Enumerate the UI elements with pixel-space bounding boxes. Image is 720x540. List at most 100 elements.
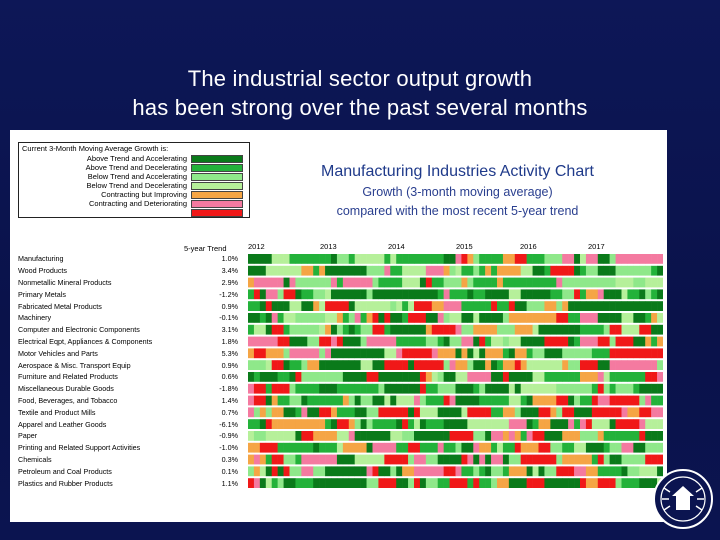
- heatmap-cell: [568, 360, 575, 370]
- heatmap-cell: [408, 336, 415, 347]
- heatmap-cell: [319, 372, 326, 382]
- heatmap-cell: [348, 265, 356, 276]
- industry-row: Manufacturing 1.0%: [18, 253, 238, 265]
- heatmap-cell: [271, 348, 278, 359]
- heatmap-cell: [580, 407, 587, 418]
- heatmap-cell: [253, 442, 261, 453]
- heatmap-cell: [414, 431, 421, 441]
- heatmap-cell: [283, 254, 290, 264]
- heatmap-cell: [550, 301, 557, 311]
- heatmap-cell: [461, 466, 468, 477]
- heatmap-cell: [455, 395, 462, 406]
- heatmap-cell: [603, 324, 610, 335]
- heatmap-cell: [425, 265, 433, 276]
- industry-row: Paper -0.9%: [18, 430, 238, 442]
- year-tick-label: 2014: [388, 242, 405, 251]
- heatmap-cell: [526, 478, 533, 488]
- heatmap-cell: [651, 313, 658, 323]
- heatmap-cell: [277, 254, 284, 264]
- heatmap-cell: [248, 301, 255, 311]
- heatmap-cell: [354, 265, 361, 276]
- heatmap-cell: [319, 431, 326, 441]
- heatmap-cell: [307, 265, 314, 276]
- legend-item: Below Trend and Decelerating: [19, 181, 249, 190]
- heatmap-cell: [514, 301, 522, 311]
- heatmap-cell: [419, 277, 427, 288]
- heatmap-cell: [461, 348, 468, 359]
- heatmap-cell: [615, 360, 622, 370]
- heatmap-cell: [651, 442, 658, 453]
- heatmap-cell: [419, 395, 427, 406]
- heatmap-cell: [443, 407, 450, 418]
- heatmap-cell: [514, 395, 522, 406]
- heatmap-cell: [354, 407, 361, 418]
- heatmap-cell: [354, 324, 361, 335]
- heatmap-cell: [248, 431, 255, 441]
- heatmap-cell: [550, 431, 557, 441]
- heatmap-cell: [390, 454, 397, 465]
- heatmap-cell: [621, 431, 628, 441]
- heatmap-cell: [580, 324, 587, 335]
- heatmap-cell: [437, 301, 444, 311]
- heatmap-cell: [437, 324, 444, 335]
- heatmap-cell: [514, 454, 522, 465]
- heatmap-cell: [544, 265, 551, 276]
- heatmap-cell: [289, 383, 296, 394]
- heatmap-cell: [443, 313, 450, 323]
- heatmap-cell: [449, 478, 456, 488]
- heatmap-cell: [508, 277, 516, 288]
- heatmap-cell: [651, 301, 658, 311]
- heatmap-cell: [497, 348, 504, 359]
- heatmap-cell: [562, 301, 569, 311]
- heatmap-cell: [627, 324, 634, 335]
- heatmap-cell: [301, 431, 308, 441]
- heatmap-cell: [319, 442, 326, 453]
- heatmap-cell: [295, 324, 302, 335]
- heatmap-cell: [271, 336, 278, 347]
- heatmap-cell: [538, 289, 545, 300]
- heatmap-cell: [627, 372, 634, 382]
- heatmap-cell: [437, 466, 444, 477]
- heatmap-cell: [384, 442, 391, 453]
- heatmap-cell: [473, 313, 480, 323]
- heatmap-cell: [449, 348, 456, 359]
- heatmap-cell: [414, 254, 421, 264]
- heatmap-cell: [497, 419, 504, 429]
- heatmap-cell: [366, 395, 373, 406]
- heatmap-cell: [485, 395, 492, 406]
- heatmap-cell: [615, 336, 622, 347]
- industry-row: Fabricated Metal Products 0.9%: [18, 300, 238, 312]
- heatmap-cell: [419, 431, 427, 441]
- heatmap-cell: [336, 419, 344, 429]
- heatmap-cell: [485, 407, 492, 418]
- heatmap-cell: [283, 407, 290, 418]
- heatmap-cell: [431, 383, 439, 394]
- heatmap-cell: [372, 407, 379, 418]
- heatmap-cell: [467, 395, 474, 406]
- heatmap-cell: [443, 360, 450, 370]
- legend-item: Above Trend and Accelerating: [19, 154, 249, 163]
- heatmap-cell: [556, 466, 563, 477]
- heatmap-cell: [597, 478, 605, 488]
- heatmap-cell: [354, 289, 361, 300]
- heatmap-cell: [526, 336, 533, 347]
- heatmap-cell: [366, 431, 373, 441]
- heatmap-cell: [360, 313, 367, 323]
- heatmap-cell: [597, 313, 605, 323]
- heatmap-cell: [396, 265, 403, 276]
- industry-trend-value: -1.8%: [219, 384, 238, 394]
- heatmap-cell: [259, 454, 267, 465]
- heatmap-cell: [580, 254, 587, 264]
- heatmap-cell: [455, 478, 462, 488]
- heatmap-cell: [408, 442, 415, 453]
- heatmap-cell: [437, 407, 444, 418]
- heatmap-cell: [497, 454, 504, 465]
- heatmap-cell: [342, 265, 350, 276]
- heatmap-cell: [396, 324, 403, 335]
- heatmap-cell: [277, 324, 284, 335]
- heatmap-cell: [319, 395, 326, 406]
- heatmap-cell: [497, 301, 504, 311]
- heatmap-cell: [455, 360, 462, 370]
- heatmap-cell: [402, 431, 409, 441]
- heatmap-cell: [514, 265, 522, 276]
